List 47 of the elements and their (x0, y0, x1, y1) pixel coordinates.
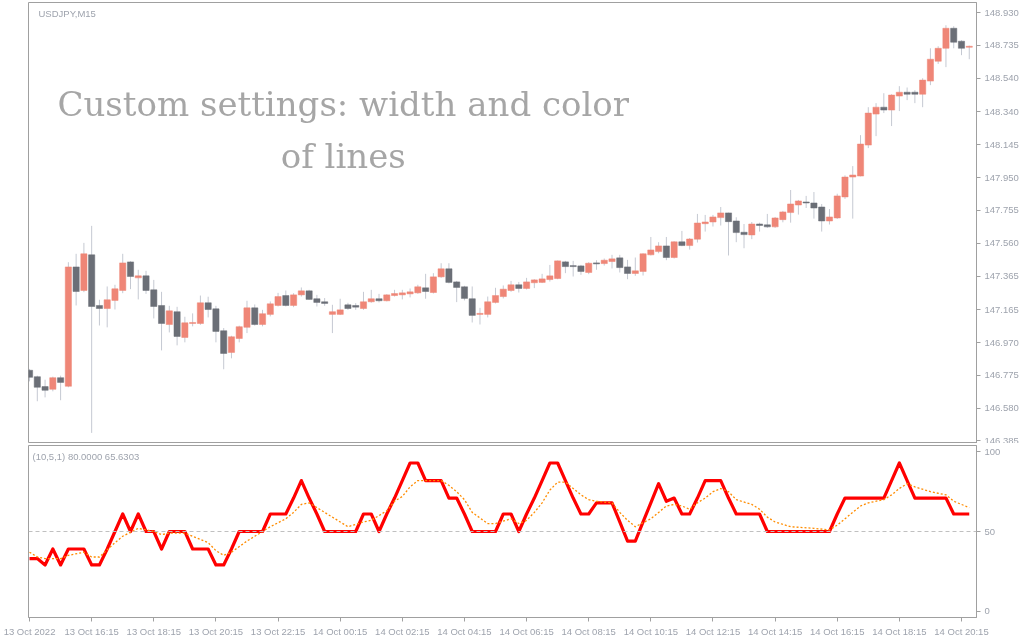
y-tick-label: 146.580 (984, 402, 1019, 414)
y-tick-label: 0 (984, 605, 990, 617)
x-tick-label: 14 Oct 06:15 (499, 625, 554, 637)
y-tick-label: 147.560 (984, 237, 1019, 249)
y-tick-label: 147.950 (984, 171, 1019, 183)
y-tick-label: 147.165 (984, 303, 1019, 315)
x-tick-label: 13 Oct 16:15 (64, 625, 119, 637)
y-tick-label: 146.385 (984, 434, 1019, 446)
y-tick-label: 148.145 (984, 138, 1019, 150)
y-tick-label: 147.755 (984, 204, 1019, 216)
candlestick (251, 303, 259, 327)
y-tick-label: 148.735 (984, 39, 1019, 51)
candlestick (134, 269, 142, 300)
candlestick (127, 260, 134, 290)
y-tick-label: 148.540 (984, 72, 1019, 84)
x-tick-label: 14 Oct 12:15 (685, 625, 741, 637)
y-tick-label: 100 (984, 445, 1001, 457)
x-tick-label: 14 Oct 20:15 (934, 625, 989, 637)
candlestick (57, 375, 64, 401)
candlestick (165, 305, 173, 333)
annotation: Custom settings: width and color of lines (57, 83, 630, 176)
x-tick-label: 14 Oct 08:15 (561, 625, 616, 637)
candlestick (422, 273, 429, 300)
candlestick (678, 230, 686, 247)
x-tick-label: 14 Oct 00:15 (312, 625, 368, 637)
candlestick (375, 293, 383, 303)
candlestick (663, 236, 670, 261)
text: (10,5,1) 80.0000 65.6303 (32, 450, 140, 462)
x-tick-label: 14 Oct 16:15 (810, 625, 865, 637)
x-tick-label: 14 Oct 18:15 (872, 625, 927, 637)
y-tick-label: 148.930 (984, 6, 1019, 18)
candlestick (880, 92, 888, 114)
x-tick-label: 14 Oct 04:15 (437, 625, 492, 637)
x-tick-label: 14 Oct 02:15 (375, 625, 430, 637)
y-tick-label: 146.775 (984, 369, 1019, 381)
y-tick-label: 50 (984, 525, 996, 537)
x-tick-label: 14 Oct 10:15 (623, 625, 679, 637)
y-tick-label: 147.365 (984, 270, 1019, 282)
x-tick-label: 13 Oct 18:15 (126, 625, 181, 637)
y-tick-label: 148.340 (984, 105, 1019, 117)
line-series (28, 479, 970, 560)
y-tick-label: 146.970 (984, 336, 1019, 348)
x-tick-label: 14 Oct 14:15 (747, 625, 803, 637)
text: USDJPY,M15 (38, 7, 96, 19)
x-tick-label: 13 Oct 22:15 (250, 625, 306, 637)
x-tick-label: 13 Oct 2022 (3, 625, 56, 637)
x-tick-label: 13 Oct 20:15 (188, 625, 244, 637)
